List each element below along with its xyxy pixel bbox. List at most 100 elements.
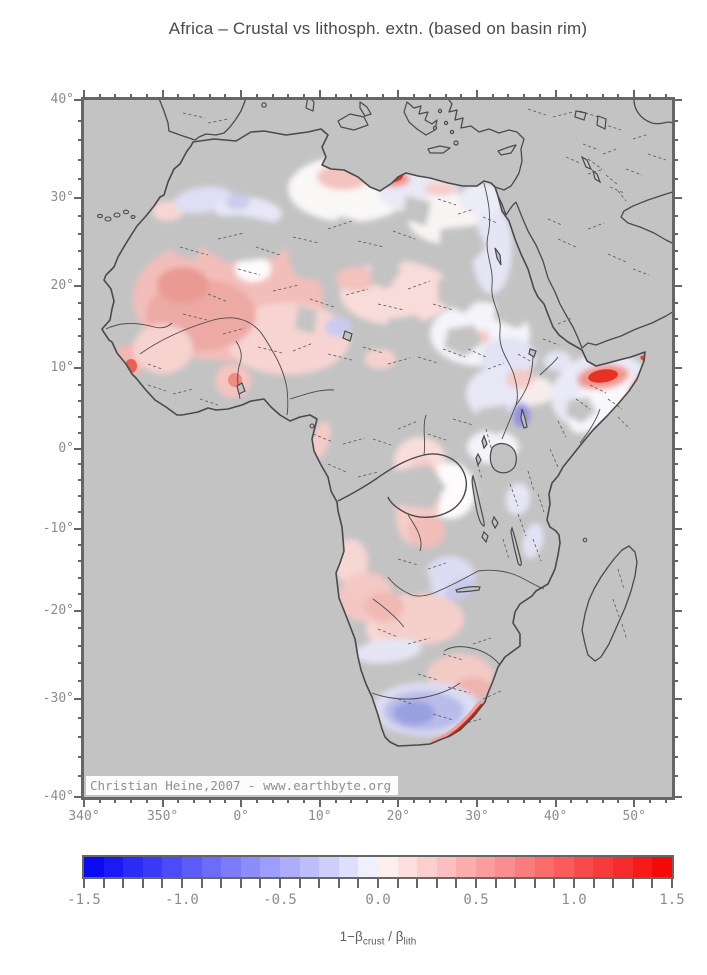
mallorca: [261, 102, 267, 108]
colorbar-cell: [181, 857, 202, 877]
lake-albert: [481, 434, 488, 450]
colorbar-cell: [456, 857, 476, 877]
axis-tick: [586, 94, 589, 100]
arabia-coastline: [515, 201, 672, 349]
bioko-island: [309, 423, 315, 429]
axis-tick: [672, 99, 682, 102]
colorbar-cell: [221, 857, 241, 877]
axis-tick: [460, 94, 463, 100]
axis-tick: [114, 797, 117, 803]
axis-tick: [592, 879, 595, 888]
colorbar-cell: [475, 857, 496, 877]
axis-tick: [161, 879, 164, 888]
canary-islands: [96, 209, 136, 222]
axis-tick: [78, 495, 84, 498]
axis-tick: [514, 879, 517, 888]
axis-tick: [208, 797, 211, 803]
map-panel: Christian Heine,2007 - www.earthbyte.org: [74, 90, 682, 807]
colorbar-cell: [593, 857, 614, 877]
axis-tick: [672, 351, 678, 354]
axis-tick: [672, 775, 678, 778]
axis-tick: [664, 797, 667, 803]
axis-tick: [586, 797, 589, 803]
axis-tick-label: 10°: [50, 360, 74, 376]
axis-tick: [672, 301, 678, 304]
axis-tick-label: 0°: [233, 809, 250, 824]
kasai-river: [407, 514, 422, 552]
peloponnese: [403, 101, 438, 136]
axis-tick: [533, 879, 536, 888]
axis-tick: [78, 119, 84, 122]
axis-tick: [672, 415, 678, 418]
field-blobs: [113, 156, 645, 746]
colorbar-cell: [240, 857, 261, 877]
axis-tick-label: 20°: [50, 277, 74, 293]
lake-urmia: [596, 115, 607, 130]
blue-nile-river: [515, 356, 534, 406]
axis-tick: [74, 196, 84, 199]
axis-tick: [538, 797, 541, 803]
turkey-levant-coastline: [448, 100, 525, 191]
axis-tick: [672, 511, 678, 514]
axis-tick: [396, 879, 399, 888]
axis-tick: [78, 560, 84, 563]
awash-river: [539, 356, 559, 376]
axis-tick: [78, 463, 84, 466]
axis-tick: [78, 593, 84, 596]
axis-tick: [672, 139, 678, 142]
axis-tick: [672, 543, 678, 546]
axis-tick: [78, 627, 84, 630]
axis-tick: [193, 797, 196, 803]
attribution-box: Christian Heine,2007 - www.earthbyte.org: [86, 776, 399, 795]
axis-tick: [428, 94, 431, 100]
colorbar-cell: [123, 857, 143, 877]
axis-tick: [573, 879, 575, 888]
axis-tick: [259, 879, 262, 888]
colorbar-cell: [613, 857, 633, 877]
lake-van: [574, 110, 587, 121]
axis-tick: [130, 94, 133, 100]
axis-tick: [672, 576, 678, 579]
axis-tick: [397, 90, 400, 100]
colorbar-cell: [201, 857, 222, 877]
axis-tick: [491, 797, 494, 803]
axis-tick: [672, 680, 678, 683]
axis-tick: [130, 797, 133, 803]
madagascar-coastline: [581, 545, 638, 662]
axis-tick: [672, 527, 682, 530]
figure-title: Africa – Crustal vs lithosph. extn. (bas…: [168, 19, 588, 38]
sinai-coastline: [497, 195, 517, 216]
axis-tick: [377, 879, 379, 888]
axis-tick: [435, 879, 438, 888]
colorbar-tick-labels: -1.5 -1.0 -0.5 0.0 0.5 1.0 1.5: [67, 892, 685, 908]
lake-volta: [236, 382, 246, 395]
axis-tick: [672, 736, 678, 739]
colorbar-title-sub1: crust: [362, 936, 385, 948]
lake-tanganyika: [471, 474, 485, 527]
congo-river: [337, 453, 468, 518]
axis-tick: [460, 797, 463, 803]
axis-tick: [672, 399, 678, 402]
colorbar-cell: [495, 857, 516, 877]
axis-tick: [651, 879, 654, 888]
axis-tick: [78, 250, 84, 253]
axis-tick: [122, 879, 125, 888]
no-data-patches: [173, 196, 596, 597]
axis-tick: [648, 797, 651, 803]
jubba-river: [579, 408, 601, 444]
zambezi-upper: [387, 570, 479, 597]
axis-tick: [672, 119, 678, 122]
axis-tick: [672, 717, 678, 720]
colorbar-tick-label: -0.5: [263, 892, 297, 908]
rhodes: [453, 140, 459, 146]
attribution-text: Christian Heine,2007 - www.earthbyte.org: [90, 778, 392, 793]
axis-tick: [193, 94, 196, 100]
axis-tick: [476, 90, 478, 100]
rivers: [105, 182, 601, 700]
axis-tick: [78, 301, 84, 304]
axis-tick: [570, 94, 573, 100]
colorbar-cell: [142, 857, 163, 877]
axis-tick: [255, 797, 258, 803]
axis-tick: [554, 797, 557, 807]
ubangi-river: [423, 414, 427, 456]
